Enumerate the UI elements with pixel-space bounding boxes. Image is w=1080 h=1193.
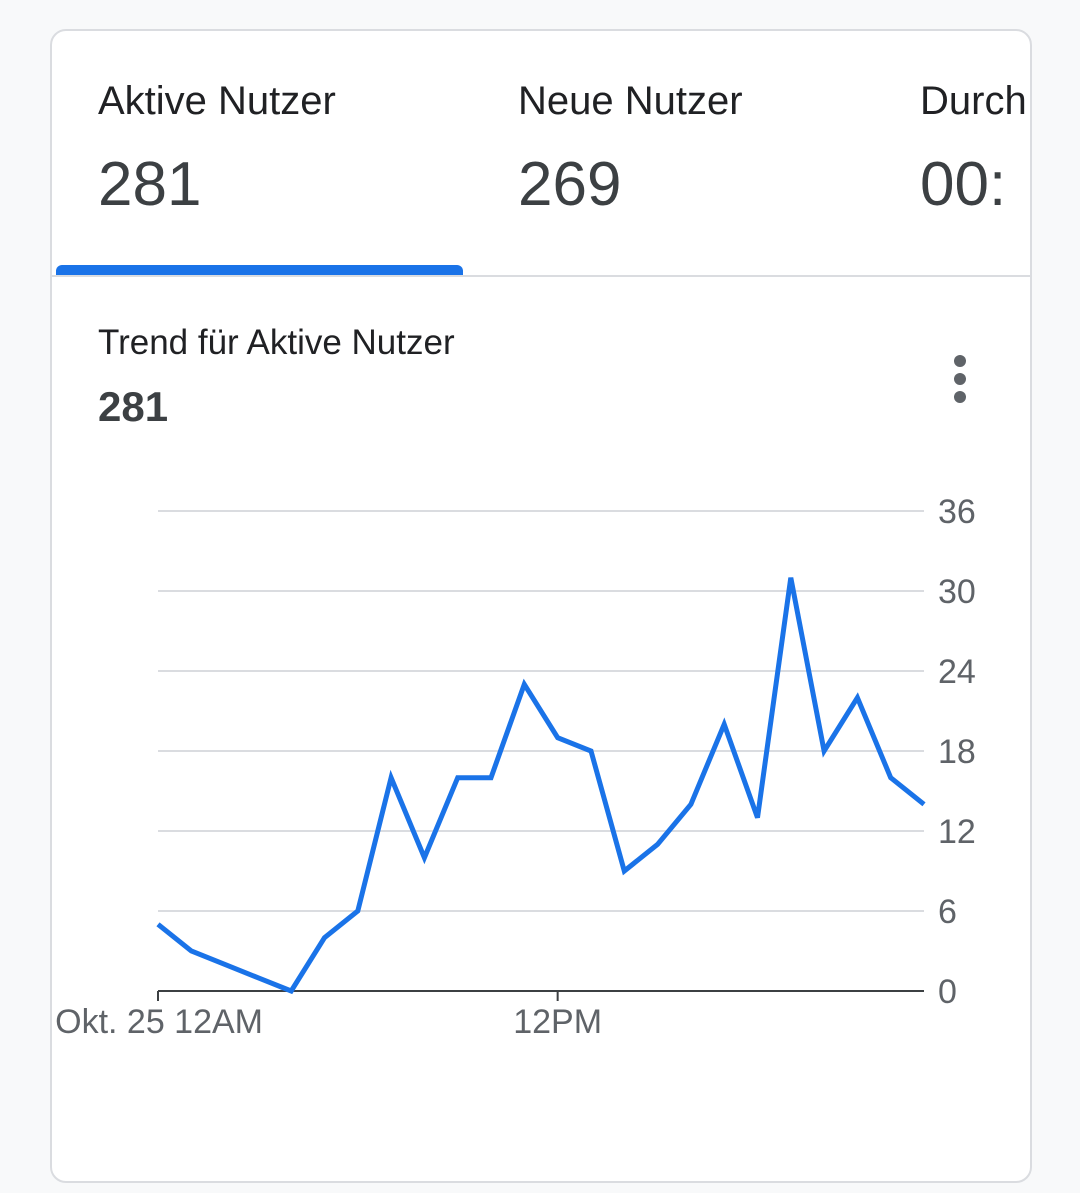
series-line [156,577,926,995]
tab-value: 269 [518,150,622,219]
tab-value: 00: [920,150,1007,219]
y-tick-label: 30 [938,573,976,611]
tab-label: Aktive Nutzer [98,79,336,123]
menu-dot [954,373,966,385]
y-tick-label: 24 [938,653,976,691]
y-axis-ticks: 0 6 12 18 24 30 36 [938,493,976,1011]
tab-active-users[interactable]: Aktive Nutzer 281 [52,31,463,275]
menu-dot [954,355,966,367]
trend-title: Trend für Aktive Nutzer [98,323,455,362]
tab-new-users[interactable]: Neue Nutzer 269 [463,31,863,275]
metric-tabs: Aktive Nutzer 281 Neue Nutzer 269 Durch … [52,31,1030,277]
trend-line-chart: 0 6 12 18 24 30 36 Okt. 25 12AM 12PM [55,493,976,1041]
y-tick-label: 0 [938,973,957,1011]
active-users-card: Aktive Nutzer 281 Neue Nutzer 269 Durch … [50,29,1032,1183]
menu-dot [954,391,966,403]
chart-grid [158,510,924,992]
more-vert-icon[interactable] [938,349,982,409]
tab-label: Neue Nutzer [518,79,743,123]
y-tick-label: 18 [938,733,976,771]
tab-average-duration[interactable]: Durch 00: [863,31,1030,275]
y-tick-label: 36 [938,493,976,531]
x-tick-label: Okt. 25 12AM [55,1003,263,1041]
y-tick-label: 6 [938,893,957,931]
tab-label: Durch [920,79,1027,123]
chart-series [156,577,926,995]
x-axis-ticks: Okt. 25 12AM 12PM [55,991,602,1041]
selected-tab-indicator [56,265,463,275]
trend-value: 281 [98,383,169,430]
y-tick-label: 12 [938,813,976,851]
x-tick-label: 12PM [513,1003,602,1041]
tab-value: 281 [98,150,202,219]
